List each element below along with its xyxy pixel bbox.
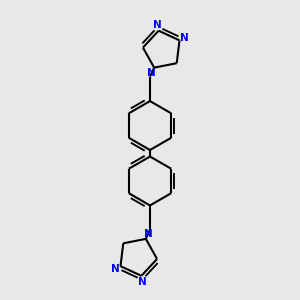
- Text: N: N: [144, 229, 153, 238]
- Text: N: N: [111, 264, 120, 274]
- Text: N: N: [138, 277, 147, 286]
- Text: N: N: [153, 20, 162, 30]
- Text: N: N: [147, 68, 156, 78]
- Text: N: N: [180, 32, 189, 43]
